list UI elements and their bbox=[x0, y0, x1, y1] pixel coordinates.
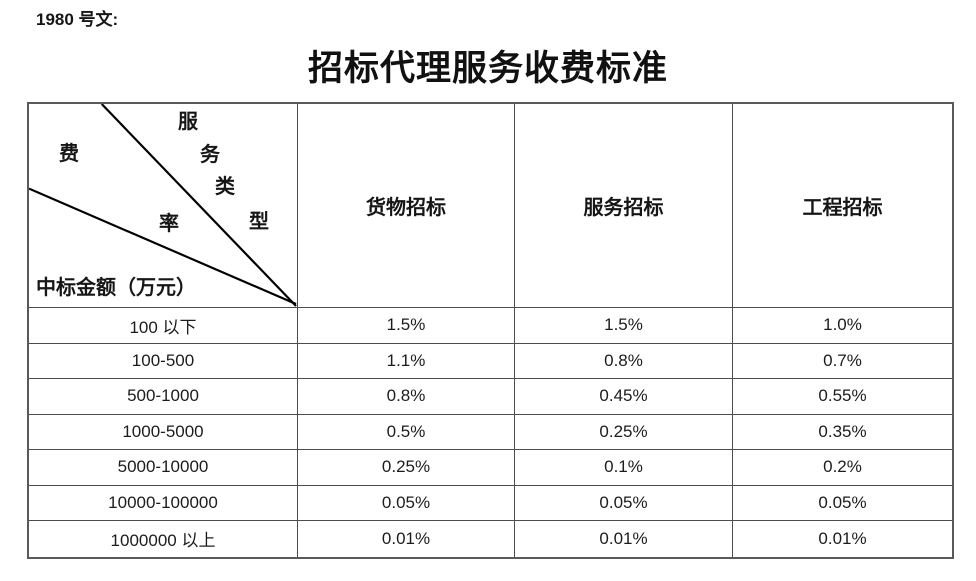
corner-rate-char-2: 率 bbox=[159, 213, 179, 235]
fee-value: 0.01% bbox=[298, 521, 515, 557]
fee-value: 0.35% bbox=[733, 415, 952, 450]
fee-value: 0.05% bbox=[298, 485, 515, 521]
corner-service-type-char-2: 务 bbox=[200, 144, 220, 166]
fee-value: 0.8% bbox=[298, 379, 515, 415]
row-amount-range: 100-500 bbox=[29, 343, 298, 379]
fee-value: 0.05% bbox=[733, 486, 952, 521]
fee-value: 0.55% bbox=[733, 379, 952, 415]
corner-service-type-char-4: 型 bbox=[249, 211, 269, 233]
fee-value: 0.7% bbox=[733, 344, 952, 379]
fee-value: 0.25% bbox=[515, 414, 733, 450]
column-header-goods: 货物招标 bbox=[298, 104, 515, 308]
row-amount-range: 1000-5000 bbox=[29, 414, 298, 450]
fee-value: 0.8% bbox=[515, 343, 733, 379]
table-corner-cell: 服 务 类 型 费 率 中标金额（万元） bbox=[29, 104, 298, 308]
corner-service-type-char-3: 类 bbox=[215, 176, 235, 198]
fee-value: 1.5% bbox=[298, 308, 515, 344]
row-amount-range: 5000-10000 bbox=[29, 450, 298, 486]
page-title: 招标代理服务收费标准 bbox=[307, 49, 668, 88]
fee-value: 0.05% bbox=[515, 485, 733, 521]
fee-value: 0.25% bbox=[298, 450, 515, 486]
column-header-service: 服务招标 bbox=[515, 104, 733, 308]
fee-value: 1.0% bbox=[733, 308, 952, 344]
corner-service-type-char-1: 服 bbox=[178, 111, 198, 133]
fee-table: 服 务 类 型 费 率 中标金额（万元） 货物招标 服务招标 工程招标 100 … bbox=[27, 102, 954, 559]
fee-value: 1.1% bbox=[298, 343, 515, 379]
row-amount-range: 100 以下 bbox=[29, 308, 298, 344]
row-amount-range: 10000-100000 bbox=[29, 485, 298, 521]
corner-amount-label: 中标金额（万元） bbox=[36, 277, 196, 299]
fee-value: 0.45% bbox=[515, 379, 733, 415]
fee-value: 0.1% bbox=[515, 450, 733, 486]
row-amount-range: 500-1000 bbox=[29, 379, 298, 415]
fee-value: 0.01% bbox=[515, 521, 733, 557]
row-amount-range: 1000000 以上 bbox=[29, 521, 298, 557]
corner-rate-char-1: 费 bbox=[59, 143, 79, 165]
doc-ref-label: 1980 号文: bbox=[36, 10, 119, 29]
column-header-engineering: 工程招标 bbox=[733, 104, 952, 308]
fee-value: 0.01% bbox=[818, 528, 867, 548]
diagonal-divider-lines bbox=[29, 104, 297, 307]
fee-value: 0.5% bbox=[298, 414, 515, 450]
fee-value: 0.2% bbox=[733, 450, 952, 486]
fee-value: 1.5% bbox=[515, 308, 733, 344]
